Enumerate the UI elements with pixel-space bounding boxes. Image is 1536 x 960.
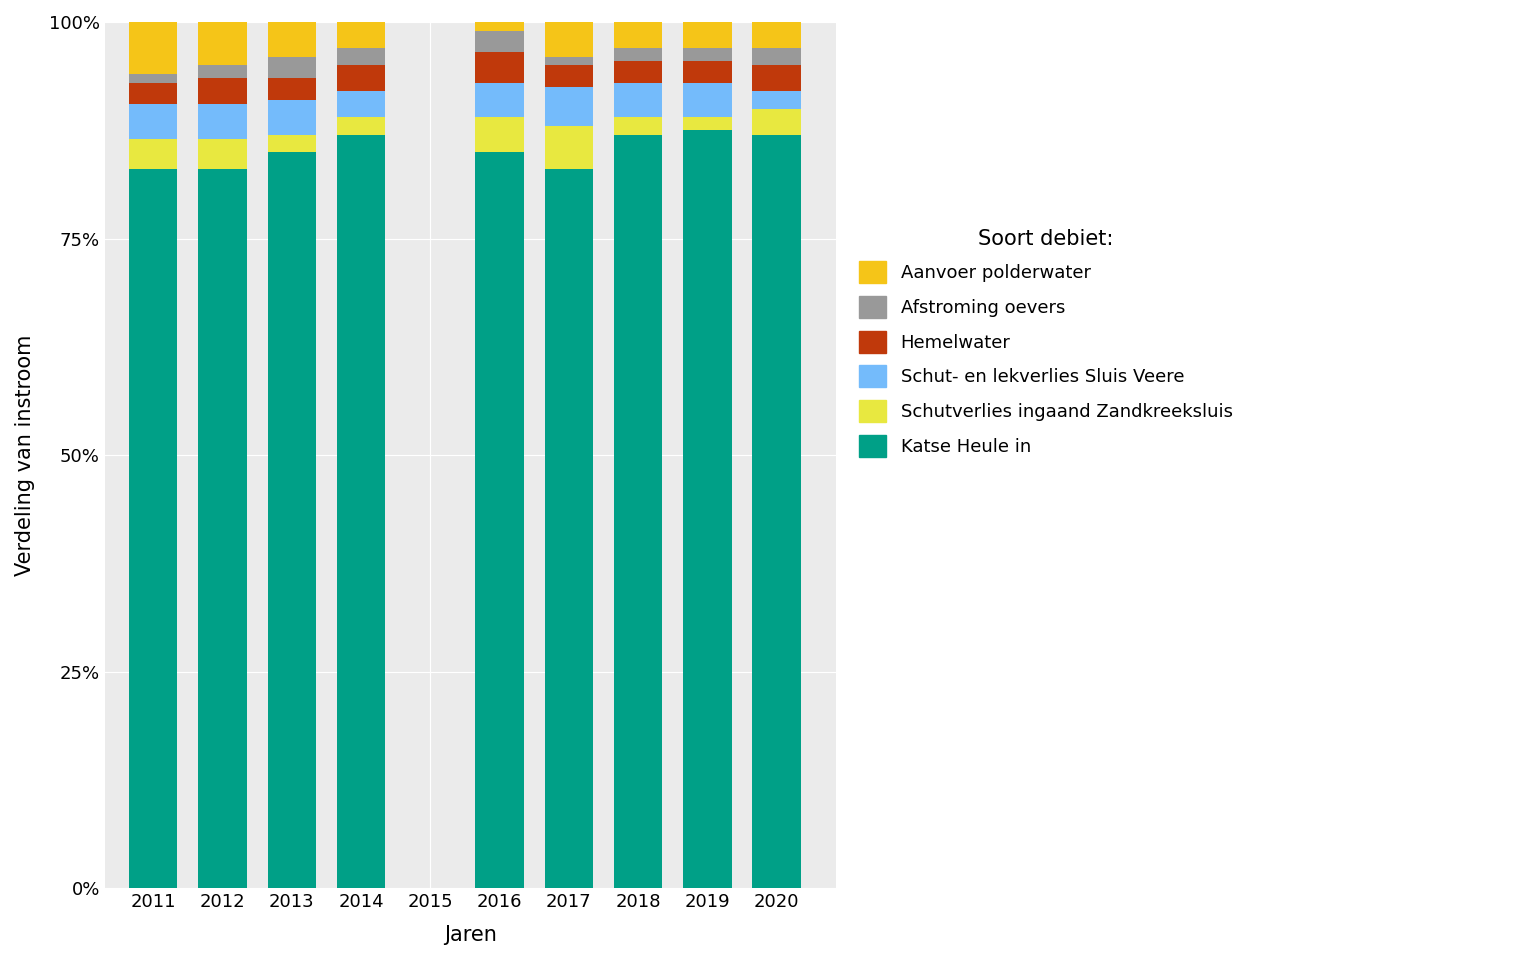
Bar [684,61,731,83]
Bar [684,117,731,131]
Bar [545,22,593,57]
Bar [614,117,662,134]
Bar [545,57,593,65]
Bar [475,117,524,152]
Bar [753,91,800,108]
Bar [475,31,524,52]
Bar [129,22,178,74]
Bar [336,22,386,48]
Bar [545,126,593,169]
Bar [545,169,593,888]
Bar [198,169,247,888]
Bar [614,48,662,61]
Bar [267,152,316,888]
Y-axis label: Verdeling van instroom: Verdeling van instroom [15,334,35,576]
Bar [267,134,316,152]
Bar [129,105,178,139]
Bar [475,22,524,31]
Bar [336,65,386,91]
Bar [753,22,800,48]
Bar [336,134,386,888]
Bar [475,152,524,888]
Bar [336,91,386,117]
Bar [198,65,247,79]
Bar [614,22,662,48]
Bar [129,74,178,83]
Bar [753,48,800,65]
Bar [753,65,800,91]
Bar [129,139,178,169]
Bar [198,139,247,169]
Bar [545,65,593,87]
Bar [753,134,800,888]
Bar [267,57,316,79]
Bar [198,79,247,105]
Bar [614,61,662,83]
Bar [753,108,800,134]
Bar [198,22,247,65]
Bar [267,79,316,100]
Bar [129,169,178,888]
Bar [614,83,662,117]
Bar [336,48,386,65]
Bar [684,131,731,888]
Bar [198,105,247,139]
Bar [545,87,593,126]
X-axis label: Jaren: Jaren [444,925,496,945]
Bar [267,22,316,57]
Bar [336,117,386,134]
Legend: Aanvoer polderwater, Afstroming oevers, Hemelwater, Schut- en lekverlies Sluis V: Aanvoer polderwater, Afstroming oevers, … [852,222,1240,464]
Bar [267,100,316,134]
Bar [475,83,524,117]
Bar [475,52,524,83]
Bar [684,22,731,48]
Bar [684,83,731,117]
Bar [684,48,731,61]
Bar [129,83,178,105]
Bar [614,134,662,888]
